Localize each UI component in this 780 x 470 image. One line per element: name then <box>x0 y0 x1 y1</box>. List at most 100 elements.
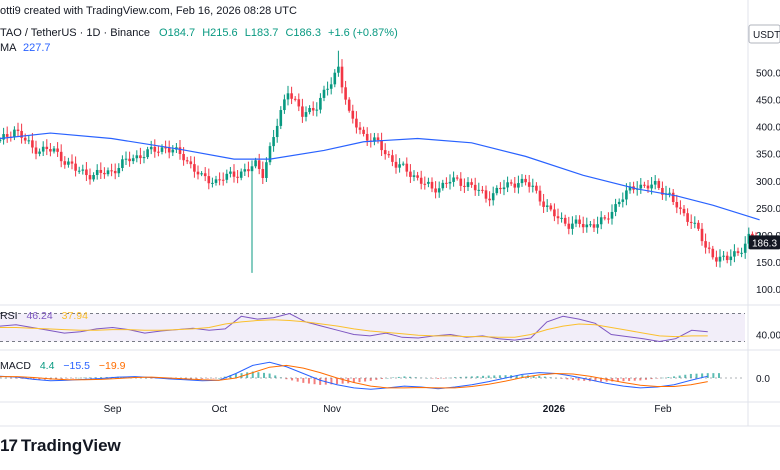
last-price-tag <box>749 235 780 250</box>
candle-body <box>344 87 347 100</box>
macd-line <box>0 361 708 390</box>
macd-bar <box>538 375 541 378</box>
candle-body <box>77 170 81 172</box>
macd-legend: MACD 4.4 −15.5 −19.9 <box>0 360 131 372</box>
candle-body <box>146 149 149 158</box>
candle-body <box>513 183 517 188</box>
candle-body <box>135 155 139 159</box>
symbol-name[interactable]: TAO / TetherUS · 1D · Binance <box>0 27 150 39</box>
candle-body <box>49 149 52 152</box>
candle-body <box>85 169 88 176</box>
chart-header: otti9 created with TradingView.com, Feb … <box>0 5 297 17</box>
candle-body <box>596 224 599 228</box>
candle-body <box>196 171 200 175</box>
candle-body <box>221 179 225 181</box>
candle-body <box>243 169 247 172</box>
macd-bar <box>701 373 704 378</box>
macd-bar <box>504 375 507 378</box>
time-tick-label: Feb <box>654 404 672 415</box>
rsi-line <box>0 312 708 343</box>
macd-bar <box>695 373 698 378</box>
candle-body <box>304 112 308 117</box>
candle-body <box>700 228 704 242</box>
candle-body <box>416 175 419 178</box>
candle-body <box>113 170 117 174</box>
macd-bar <box>212 378 215 379</box>
macd-bar <box>257 372 260 378</box>
macd-bar <box>285 378 288 380</box>
candle-body <box>2 134 5 140</box>
macd-bar <box>352 378 355 383</box>
candle-body <box>617 201 621 205</box>
macd-bar <box>639 378 642 381</box>
candle-body <box>549 205 553 210</box>
candle-body <box>27 140 31 142</box>
candle-body <box>351 110 355 119</box>
candle-body <box>203 173 207 177</box>
candle-body <box>31 140 34 148</box>
tradingview-logo[interactable]: 17 TradingView <box>0 436 121 456</box>
rsi-tick-label: 40.00 <box>756 331 780 342</box>
macd-bar <box>313 378 316 385</box>
ma-line <box>0 132 760 221</box>
candle-body <box>509 182 513 184</box>
candle-body <box>333 72 337 85</box>
macd-bar <box>206 378 209 379</box>
macd-bar <box>487 375 490 378</box>
macd-bar <box>616 378 619 382</box>
currency-box <box>748 24 780 44</box>
candle-body <box>326 88 329 90</box>
candle-body <box>740 252 743 254</box>
candle-body <box>279 110 283 126</box>
tradingview-logo-icon: 17 <box>0 436 18 455</box>
candle-body <box>103 172 106 175</box>
macd-bar <box>392 377 395 378</box>
candle-body <box>319 97 322 110</box>
rsi-label[interactable]: RSI <box>0 310 18 322</box>
candle-body <box>736 251 740 254</box>
candle-body <box>5 134 9 137</box>
symbol-legend: TAO / TetherUS · 1D · Binance O184.7 H21… <box>0 27 398 39</box>
candle-body <box>149 146 153 150</box>
candle-body <box>67 161 70 165</box>
candle-body <box>517 183 520 188</box>
macd-bar <box>633 378 636 381</box>
macd-bar <box>66 378 69 379</box>
candle-body <box>347 99 351 111</box>
candle-body <box>70 161 74 164</box>
candle-body <box>581 223 585 228</box>
macd-bar <box>566 378 569 380</box>
currency-label: USDT <box>753 30 780 41</box>
candle-body <box>441 182 445 189</box>
candle-body <box>383 150 387 155</box>
candle-body <box>538 190 542 202</box>
candle-body <box>697 222 700 229</box>
macd-bar <box>498 375 501 378</box>
ohlc-high: H215.6 <box>202 27 238 39</box>
macd-bar <box>656 378 659 379</box>
candle-body <box>405 163 409 172</box>
macd-bar <box>21 378 24 379</box>
candle-body <box>315 109 319 111</box>
candle-body <box>621 199 625 202</box>
macd-signal-value: −19.9 <box>98 360 126 372</box>
candle-body <box>250 166 254 172</box>
time-tick-label: 2026 <box>543 404 566 415</box>
rsi-band <box>0 313 745 342</box>
macd-label[interactable]: MACD <box>0 360 31 372</box>
candle-body <box>247 169 250 172</box>
ma-label[interactable]: MA <box>0 42 16 54</box>
candle-body <box>34 147 38 154</box>
time-tick-label: Sep <box>104 404 122 415</box>
candle-body <box>434 188 437 193</box>
candle-body <box>52 148 56 152</box>
macd-bar <box>268 373 271 378</box>
candle-body <box>412 175 416 177</box>
candle-body <box>117 167 121 174</box>
candle-body <box>445 182 448 184</box>
candle-body <box>430 181 434 189</box>
macd-bar <box>302 378 305 383</box>
candle-body <box>452 177 455 182</box>
candles <box>0 50 761 273</box>
